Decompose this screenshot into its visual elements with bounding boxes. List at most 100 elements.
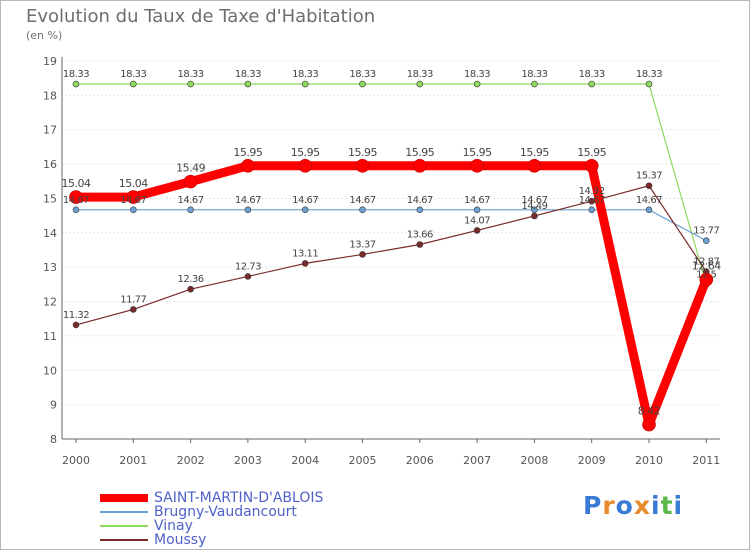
x-tick-label: 2010 [635,454,663,467]
data-label: 18.33 [178,69,204,80]
data-label: 14.67 [521,195,547,206]
logo-letter: t [660,491,674,520]
x-tick-label: 2007 [463,454,491,467]
data-point [699,272,714,287]
data-label: 15.04 [62,177,91,190]
data-label: 18.33 [579,69,605,80]
legend-label: SAINT-MARTIN-D'ABLOIS [154,490,324,506]
data-point [187,80,194,88]
data-point [470,159,484,173]
data-point [241,159,255,173]
y-tick-label: 13 [43,261,57,274]
data-label: 8.42 [638,405,661,418]
data-label: 15.95 [405,146,434,159]
data-label: 15.95 [291,146,320,159]
data-label: 18.33 [407,69,433,80]
data-point [69,190,83,204]
data-point [584,159,599,173]
data-label: 13.66 [407,230,433,241]
data-label: 14.07 [464,215,490,226]
data-point [126,190,141,204]
data-point [244,206,252,214]
data-label: 18.33 [521,69,547,80]
data-point [359,206,366,214]
logo-letter: i [673,491,684,520]
data-point [72,206,80,214]
y-tick-label: 11 [43,330,57,343]
data-point [72,80,80,88]
data-point [244,80,252,88]
data-label: 14.67 [464,195,490,206]
data-point [244,273,252,280]
legend-swatch [100,494,148,502]
y-tick-label: 18 [43,89,57,102]
logo-letter: i [651,491,661,520]
data-label: 18.33 [235,69,261,80]
data-point [359,80,366,88]
data-point [473,227,481,234]
data-label: 12.73 [235,261,261,272]
y-tick-label: 17 [43,124,57,137]
data-point [642,417,656,432]
data-label: 18.33 [464,69,490,80]
legend-swatch [100,511,148,513]
data-label: 15.37 [636,171,662,182]
data-point [416,80,424,88]
data-label: 15.04 [119,177,148,190]
y-tick-label: 8 [50,433,57,446]
data-point [187,285,194,293]
data-point [187,206,194,214]
data-label: 14.67 [349,195,375,206]
x-tick-label: 2002 [177,454,205,467]
data-point [298,159,313,173]
data-label: 12.87 [693,257,719,268]
x-tick-label: 2003 [234,454,262,467]
data-point [130,206,137,214]
data-point [588,206,596,214]
data-label: 13.11 [292,248,318,259]
logo-letter: P [583,491,603,520]
x-tick-label: 2001 [119,454,147,467]
data-point [588,80,596,88]
data-label: 13.37 [349,239,375,250]
data-label: 14.67 [178,195,204,206]
data-label: 14.67 [636,195,662,206]
legend-swatch [100,525,148,527]
data-point [355,159,370,173]
legend-label: Brugny-Vaudancourt [154,504,297,520]
data-point [301,206,309,214]
logo-letter: o [615,491,634,520]
data-point [702,237,710,245]
data-label: 18.33 [349,69,375,80]
y-tick-label: 16 [43,158,57,171]
data-point [130,80,137,88]
x-tick-label: 2005 [349,454,377,467]
data-label: 12.36 [178,274,204,285]
data-label: 14.67 [407,195,433,206]
data-point [473,206,481,214]
data-label: 14.67 [292,195,318,206]
x-tick-label: 2006 [406,454,434,467]
legend-label: Vinay [154,518,193,534]
data-label: 15.95 [520,146,549,159]
proxiti-logo: Proxiti [583,491,683,520]
data-label: 15.95 [233,146,262,159]
data-point [72,321,80,329]
y-tick-label: 15 [43,192,57,205]
y-tick-label: 19 [43,55,57,68]
data-point [645,206,653,214]
chart-title: Evolution du Taux de Taxe d'Habitation [26,6,376,27]
data-point [645,80,653,88]
data-label: 11.77 [120,294,146,305]
data-label: 15.49 [176,162,205,175]
data-label: 18.33 [120,69,146,80]
data-label: 15.95 [348,146,377,159]
data-point [645,182,653,190]
y-tick-label: 12 [43,296,57,309]
data-label: 12.64 [692,260,721,273]
data-point [531,212,538,220]
data-point [416,241,424,248]
data-label: 18.33 [292,69,318,80]
